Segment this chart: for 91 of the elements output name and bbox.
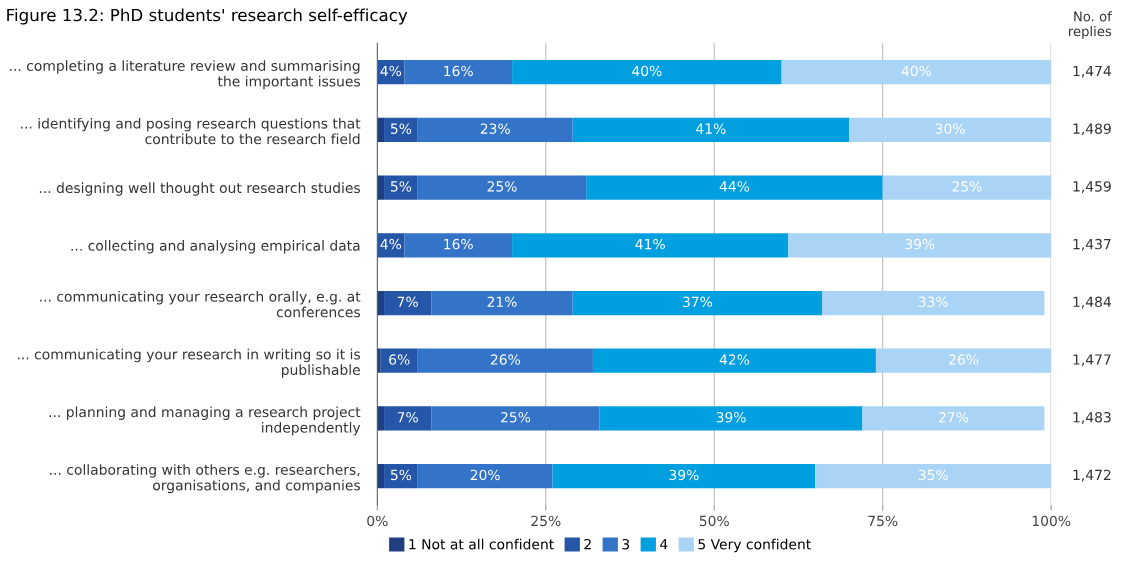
bar xyxy=(781,60,1052,85)
bar xyxy=(875,348,1052,373)
x-tick-label: 0% xyxy=(367,515,388,527)
data-label: 4% xyxy=(380,65,402,77)
text: Figure 13.2: PhD students' research self-efficacy xyxy=(7,8,408,25)
data-label: 40% xyxy=(632,65,662,77)
bar xyxy=(384,175,418,200)
legend-label: 2 xyxy=(584,538,591,550)
bar xyxy=(384,290,432,316)
data-label: 39% xyxy=(669,469,699,481)
data-label: 27% xyxy=(939,411,969,423)
data-label: 42% xyxy=(719,354,750,365)
data-label: 25% xyxy=(487,181,517,192)
bar xyxy=(384,117,418,143)
bar xyxy=(586,175,883,200)
data-label: 30% xyxy=(935,123,965,134)
bar xyxy=(862,406,1045,431)
data-label: 25% xyxy=(501,411,531,423)
bar xyxy=(384,464,418,489)
text: 1,472 xyxy=(1073,469,1111,482)
text: 1,489 xyxy=(1073,123,1111,136)
data-label: 44% xyxy=(719,181,750,192)
text: 1,437 xyxy=(1073,238,1111,251)
bar xyxy=(599,406,863,431)
legend-label: 1 Not at all confident xyxy=(409,538,554,550)
data-label: 7% xyxy=(397,411,418,423)
data-label: 5% xyxy=(390,123,412,134)
data-label: 23% xyxy=(480,123,510,134)
bar xyxy=(822,290,1045,316)
data-label: 40% xyxy=(901,65,932,77)
x-tick-label: 50% xyxy=(699,515,729,527)
bar xyxy=(552,464,816,489)
bar xyxy=(377,406,385,431)
bar xyxy=(431,290,573,316)
bar xyxy=(572,290,823,316)
data-label: 33% xyxy=(918,296,948,308)
data-label: 6% xyxy=(389,354,410,365)
legend-label: 3 xyxy=(622,538,630,550)
bar xyxy=(512,233,789,258)
data-label: 5% xyxy=(390,469,412,481)
text: No. of replies xyxy=(1069,11,1113,39)
y-tick-label: ... designing well thought out research studies xyxy=(39,182,360,196)
data-label: 25% xyxy=(952,181,982,192)
bar xyxy=(572,117,849,143)
y-tick-label: ... communicating your research in writing so it is publishable xyxy=(17,348,360,378)
text: 1,477 xyxy=(1073,354,1111,367)
data-label: 39% xyxy=(905,238,935,250)
bar xyxy=(380,348,418,373)
bar xyxy=(815,464,1052,489)
legend-label: 5 Very confident xyxy=(698,538,811,553)
x-tick-label: 25% xyxy=(531,515,561,527)
y-tick-label: ... completing a literature review and summarising the important issues xyxy=(10,60,360,90)
y-tick-label: ... planning and managing a research project independently xyxy=(49,406,361,436)
bar xyxy=(592,348,876,373)
bar xyxy=(848,117,1052,143)
bar xyxy=(417,348,593,373)
data-label: 4% xyxy=(380,238,402,250)
bar xyxy=(417,117,573,143)
data-label: 7% xyxy=(397,296,418,308)
data-label: 20% xyxy=(470,469,500,481)
text: 1,484 xyxy=(1073,296,1111,309)
bar xyxy=(431,406,600,431)
y-tick-label: ... collecting and analysing empirical data xyxy=(71,240,360,254)
bar xyxy=(788,233,1052,258)
text: 1,483 xyxy=(1073,411,1111,424)
legend-label: 4 xyxy=(660,539,668,550)
x-tick-label: 100% xyxy=(1032,515,1071,527)
data-label: 39% xyxy=(716,411,746,423)
y-tick-label: ... collaborating with others e.g. researchers, organisations, and companies xyxy=(50,464,360,494)
data-label: 41% xyxy=(696,123,726,134)
y-tick-label: ... communicating your research orally, e.g. at conferences xyxy=(40,291,361,318)
data-label: 21% xyxy=(487,296,517,308)
text: 1,474 xyxy=(1073,65,1111,78)
bar xyxy=(512,60,782,85)
y-tick-label: ... identifying and posing research questions that contribute to the research field xyxy=(21,117,361,145)
text: 1,459 xyxy=(1073,181,1111,194)
data-label: 5% xyxy=(390,181,412,192)
bar xyxy=(882,175,1052,200)
data-label: 26% xyxy=(490,354,521,365)
data-label: 16% xyxy=(444,238,473,250)
bar xyxy=(404,60,513,85)
bar xyxy=(384,406,432,431)
bar xyxy=(417,464,553,489)
data-label: 37% xyxy=(683,296,713,308)
data-label: 41% xyxy=(635,238,665,250)
x-tick-label: 75% xyxy=(868,515,898,527)
data-label: 26% xyxy=(949,354,979,365)
data-label: 35% xyxy=(918,469,948,481)
bar xyxy=(417,175,587,200)
data-label: 16% xyxy=(444,65,473,77)
bar xyxy=(404,233,513,258)
